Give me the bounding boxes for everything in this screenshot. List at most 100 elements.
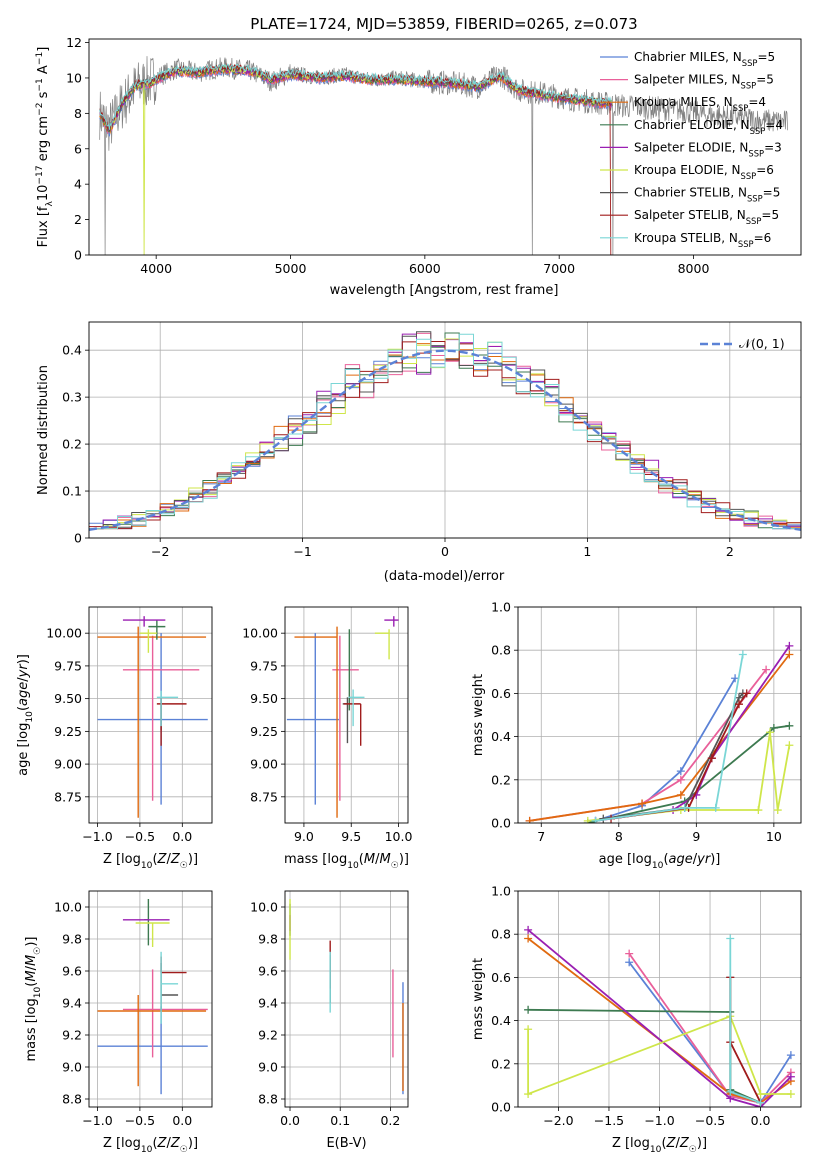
y-tick-label: 9.50 <box>250 691 278 706</box>
y-tick-label: 9.4 <box>62 996 82 1011</box>
weight-point-marker <box>726 934 735 943</box>
legend-entry: Salpeter STELIB, NSSP=5 <box>634 208 779 226</box>
y-axis-label: age [log10(age/yr)] <box>16 654 35 776</box>
weight-point-marker <box>769 723 778 732</box>
y-axis-label: Normed distribution <box>36 365 51 495</box>
y-axis-label: mass [log10(M/M☉)] <box>24 937 43 1062</box>
y-tick-label: 8 <box>74 106 82 121</box>
plot-area-spectrum <box>99 56 788 255</box>
x-tick-label: −0.5 <box>125 829 155 844</box>
y-tick-label: 0 <box>74 248 82 263</box>
axes-frame <box>88 38 802 256</box>
weight-series-line <box>529 669 767 822</box>
legend-entry: Chabrier STELIB, NSSP=5 <box>634 186 780 204</box>
y-tick-label: 9.8 <box>258 932 278 947</box>
normal-reference-curve <box>89 349 801 531</box>
y-tick-label: 1.0 <box>491 884 511 899</box>
figure-title: PLATE=1724, MJD=53859, FIBERID=0265, z=0… <box>250 15 637 33</box>
weight-point-marker <box>707 754 716 763</box>
x-tick-label: 0 <box>441 544 449 559</box>
legend-entry: Chabrier MILES, NSSP=5 <box>634 50 775 68</box>
y-axis-label: mass weight <box>471 674 486 756</box>
y-tick-label: 9.50 <box>54 691 82 706</box>
y-tick-label: 0.6 <box>491 970 511 985</box>
y-tick-label: 0.2 <box>62 437 82 452</box>
x-axis-label: Z [log10(Z/Z☉)] <box>103 852 198 871</box>
weight-point-marker <box>524 1025 533 1034</box>
y-tick-label: 8.8 <box>258 1092 278 1107</box>
y-tick-label: 9.0 <box>62 1060 82 1075</box>
y-tick-label: 6 <box>74 141 82 156</box>
y-tick-label: 0.3 <box>62 390 82 405</box>
x-tick-label: −1.0 <box>82 1113 112 1128</box>
weight-point-marker <box>591 816 600 823</box>
weight-series-line <box>527 929 792 1107</box>
plot-area-age-vs-Z <box>97 616 208 818</box>
weight-series-line <box>595 677 736 822</box>
plot-area-weight-vs-age <box>525 641 794 823</box>
x-axis-label: Z [log10(Z/Z☉)] <box>612 1136 707 1155</box>
weight-point-marker <box>773 806 782 815</box>
y-tick-label: 0 <box>74 531 82 546</box>
legend-entry: Kroupa MILES, NSSP=4 <box>634 95 766 113</box>
x-tick-label: 9.5 <box>341 829 361 844</box>
x-tick-label: 10.0 <box>385 829 413 844</box>
y-tick-label: 9.6 <box>258 964 278 979</box>
y-tick-label: 4 <box>74 177 82 192</box>
weight-point-marker <box>785 641 794 650</box>
y-tick-label: 8.75 <box>250 789 278 804</box>
x-tick-label: −1 <box>293 544 311 559</box>
y-tick-label: 12 <box>66 35 82 50</box>
legend-entry: Chabrier ELODIE, NSSP=4 <box>634 118 783 136</box>
y-tick-label: 9.75 <box>54 658 82 673</box>
x-tick-label: 5000 <box>275 261 307 276</box>
model-spectrum-line <box>99 63 613 130</box>
x-tick-label: 8 <box>615 829 623 844</box>
y-tick-label: 9.4 <box>258 996 278 1011</box>
x-axis-label: wavelength [Angstrom, rest frame] <box>330 283 559 298</box>
weight-point-marker <box>785 721 794 730</box>
x-axis-label: E(B-V) <box>326 1136 366 1151</box>
axes-mass-vs-Z: −1.0 −0.5 0.0 8.8 9.0 9.2 9.4 9.6 9.8 10.0 Z [log1… <box>24 890 213 1155</box>
weight-point-marker <box>680 803 689 812</box>
y-tick-label: 8.75 <box>54 789 82 804</box>
x-tick-label: 1 <box>583 544 591 559</box>
x-tick-label: 2 <box>726 544 734 559</box>
weight-point-marker <box>726 1087 735 1096</box>
y-tick-label: 0.6 <box>491 686 511 701</box>
y-tick-label: 0.8 <box>491 643 511 658</box>
y-tick-label: 0.4 <box>62 343 82 358</box>
x-tick-label: 7000 <box>543 261 575 276</box>
x-tick-label: 9 <box>692 829 700 844</box>
weight-point-marker <box>524 1005 533 1014</box>
weight-point-marker <box>785 650 794 659</box>
axes-age-vs-Z: −1.0 −0.5 0.0 8.75 9.00 9.25 9.50 9.75 10.00 Z [l… <box>16 606 213 871</box>
plot-area-weight-vs-Z <box>524 925 795 1107</box>
x-tick-label: −0.5 <box>125 1113 155 1128</box>
weight-point-marker <box>756 1098 765 1107</box>
legend-entry: 𝒩(0, 1) <box>739 336 785 351</box>
plot-area-mass-vs-Z <box>97 899 208 1095</box>
axes-spectrum: 4000 5000 6000 7000 8000 0 2 4 6 8 10 12 wavelength … <box>35 35 802 298</box>
axes-frame <box>517 890 802 1108</box>
y-tick-label: 9.8 <box>62 932 82 947</box>
x-tick-label: 6000 <box>409 261 441 276</box>
x-axis-label: age [log10(age/yr)] <box>599 852 721 871</box>
axes-residuals: −2 −1 0 1 2 0 0.1 0.2 0.3 0.4 (data-model)/error No… <box>36 321 802 584</box>
weight-point-marker <box>786 1072 795 1081</box>
weight-series-line <box>610 692 748 820</box>
x-tick-label: 0.0 <box>172 829 192 844</box>
weight-point-marker <box>524 925 533 934</box>
axes-frame <box>284 890 409 1108</box>
y-tick-label: 10.0 <box>250 900 278 915</box>
x-tick-label: 8000 <box>678 261 710 276</box>
y-tick-label: 0.4 <box>491 1013 511 1028</box>
y-tick-label: 9.25 <box>54 724 82 739</box>
y-tick-label: 9.75 <box>250 658 278 673</box>
weight-point-marker <box>583 816 592 823</box>
weight-point-marker <box>786 1090 795 1099</box>
weight-point-marker <box>786 1051 795 1060</box>
legend-entry: Salpeter MILES, NSSP=5 <box>634 73 774 91</box>
x-axis-label: mass [log10(M/M☉)] <box>284 852 409 871</box>
